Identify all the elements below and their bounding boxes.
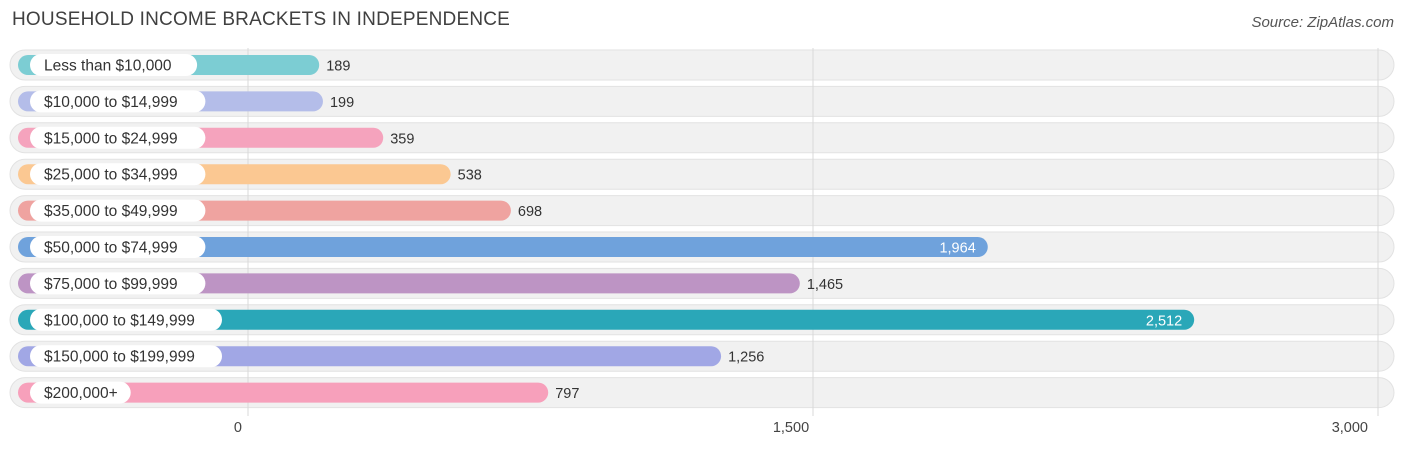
- x-tick-label: 3,000: [1332, 420, 1368, 436]
- bar: [18, 309, 1195, 330]
- category-label-background: [30, 54, 198, 76]
- value-label: 538: [458, 168, 482, 184]
- category-label-background: [30, 272, 206, 295]
- value-label: 359: [390, 131, 414, 147]
- category-label: Less than $10,000: [44, 58, 172, 75]
- category-label-background: [30, 126, 206, 149]
- bar: [18, 237, 988, 257]
- source-label: Source: ZipAtlas.com: [1251, 14, 1394, 31]
- category-label: $50,000 to $74,999: [44, 240, 178, 257]
- category-label-background: [30, 90, 206, 113]
- category-label-background: [30, 381, 131, 404]
- category-label-background: [30, 308, 222, 331]
- category-label: $75,000 to $99,999: [44, 276, 178, 293]
- value-label: 797: [555, 386, 579, 402]
- value-label: 199: [330, 95, 354, 111]
- value-label: 2,512: [1146, 313, 1182, 329]
- category-label: $100,000 to $149,999: [44, 312, 195, 329]
- category-label: $35,000 to $49,999: [44, 203, 178, 220]
- row-background: [9, 85, 1395, 117]
- category-label-background: [30, 199, 206, 222]
- category-label: $200,000+: [44, 385, 118, 402]
- chart-title: HOUSEHOLD INCOME BRACKETS IN INDEPENDENC…: [12, 9, 511, 30]
- category-label-background: [30, 236, 206, 258]
- category-label-background: [30, 345, 222, 368]
- value-label: 189: [326, 59, 350, 75]
- category-label: $25,000 to $34,999: [44, 167, 178, 184]
- value-label: 1,256: [728, 350, 764, 366]
- value-label: 1,964: [939, 241, 975, 257]
- x-tick-label: 0: [234, 420, 242, 436]
- category-label: $15,000 to $24,999: [44, 130, 178, 147]
- value-label: 698: [518, 204, 542, 220]
- category-label: $150,000 to $199,999: [44, 349, 195, 366]
- row-background: [9, 49, 1395, 81]
- bar: [18, 273, 800, 294]
- category-label: $10,000 to $14,999: [44, 94, 178, 111]
- value-label: 1,465: [807, 277, 843, 293]
- bar: [18, 382, 549, 403]
- category-label-background: [30, 163, 206, 186]
- x-tick-label: 1,500: [773, 420, 809, 436]
